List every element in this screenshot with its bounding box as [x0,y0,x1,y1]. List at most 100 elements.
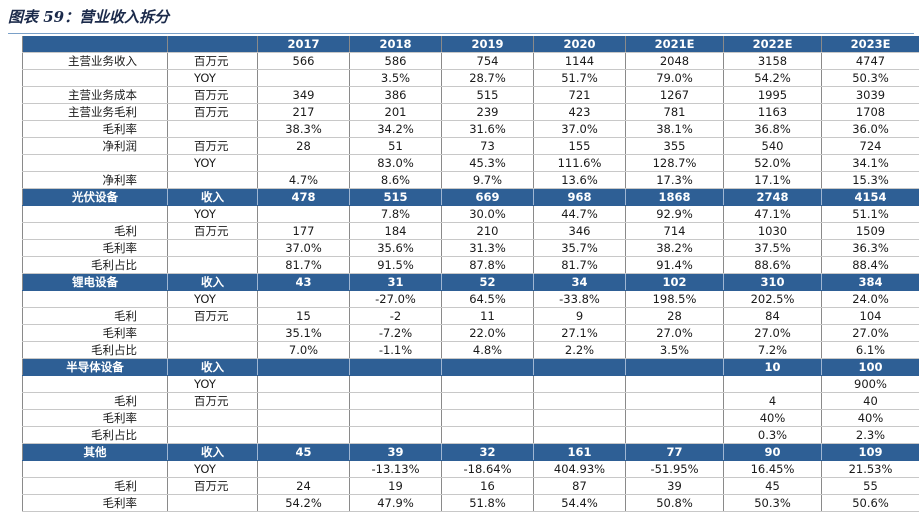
row-label: 毛利率 [22,239,168,257]
value-cell: 17.1% [723,171,822,189]
value-cell: 28 [625,307,724,325]
segment-header-row: 锂电设备 收入 43 31 52 34 102 310 384 [22,273,919,291]
value-cell: 36.3% [821,239,919,257]
value-cell [625,426,724,444]
value-cell: 669 [441,188,534,206]
value-cell: -18.64% [441,460,534,478]
table-row: 主营业务成本 百万元 349 386 515 721 1267 1995 3039 [22,86,919,104]
table-row: 主营业务收入 百万元 566 586 754 1144 2048 3158 4747 [22,52,919,70]
value-cell: 184 [349,222,442,240]
value-cell: 27.0% [625,324,724,342]
table-row: 毛利 百万元 15 -2 11 9 28 84 104 [22,307,919,325]
value-cell: 88.4% [821,256,919,274]
value-cell: 55 [821,477,919,495]
value-cell: 51.8% [441,494,534,512]
row-label: 毛利 [22,307,168,325]
column-header: 2022E [723,36,822,53]
value-cell: 9 [533,307,626,325]
value-cell: 77 [625,443,724,461]
value-cell: 45 [723,477,822,495]
value-cell: 87 [533,477,626,495]
unit-cell: 百万元 [167,392,258,410]
value-cell: 515 [349,188,442,206]
row-label: 锂电设备 [22,273,168,291]
value-cell: 51.7% [533,69,626,87]
value-cell: 54.4% [533,494,626,512]
value-cell: 1509 [821,222,919,240]
value-cell [257,409,350,427]
value-cell: 16.45% [723,460,822,478]
unit-cell: YOY [167,290,258,308]
value-cell: 1144 [533,52,626,70]
value-cell: 3.5% [349,69,442,87]
value-cell: 83.0% [349,154,442,172]
value-cell: 2.2% [533,341,626,359]
value-cell: 13.6% [533,171,626,189]
value-cell: 47.1% [723,205,822,223]
table-row: 毛利占比 7.0% -1.1% 4.8% 2.2% 3.5% 7.2% 6.1% [22,341,919,359]
value-cell: 50.8% [625,494,724,512]
table-row: 主营业务毛利 百万元 217 201 239 423 781 1163 1708 [22,103,919,121]
value-cell: 50.3% [723,494,822,512]
value-cell [257,392,350,410]
value-cell: 21.53% [821,460,919,478]
table-row: 毛利 百万元 4 40 [22,392,919,410]
value-cell: 50.3% [821,69,919,87]
value-cell: 19 [349,477,442,495]
table-row: 毛利率 40% 40% [22,409,919,427]
value-cell: 50.6% [821,494,919,512]
unit-cell [167,494,258,512]
value-cell: 4.8% [441,341,534,359]
value-cell [257,205,350,223]
value-cell: 87.8% [441,256,534,274]
value-cell [441,392,534,410]
value-cell: 111.6% [533,154,626,172]
unit-cell [167,239,258,257]
value-cell: 15 [257,307,350,325]
value-cell: 31 [349,273,442,291]
row-label: 净利率 [22,171,168,189]
value-cell: 210 [441,222,534,240]
value-cell: 27.0% [723,324,822,342]
value-cell: 386 [349,86,442,104]
unit-cell [167,426,258,444]
row-label: 半导体设备 [22,358,168,376]
value-cell: 7.2% [723,341,822,359]
value-cell [533,375,626,393]
value-cell: 109 [821,443,919,461]
value-cell [257,290,350,308]
value-cell: 177 [257,222,350,240]
value-cell [349,426,442,444]
value-cell: 7.8% [349,205,442,223]
table-row: YOY 83.0% 45.3% 111.6% 128.7% 52.0% 34.1% [22,154,919,172]
value-cell: 36.0% [821,120,919,138]
value-cell: -7.2% [349,324,442,342]
value-cell: 11 [441,307,534,325]
value-cell: 52.0% [723,154,822,172]
value-cell: -51.95% [625,460,724,478]
unit-cell [167,256,258,274]
column-header [167,36,258,53]
value-cell: 44.7% [533,205,626,223]
value-cell: 3158 [723,52,822,70]
unit-cell: 百万元 [167,477,258,495]
table-row: 毛利率 54.2% 47.9% 51.8% 54.4% 50.8% 50.3% 50.6% [22,494,919,512]
value-cell: 2048 [625,52,724,70]
value-cell: 1708 [821,103,919,121]
value-cell: 155 [533,137,626,155]
unit-cell: 百万元 [167,103,258,121]
unit-cell [167,341,258,359]
value-cell: 540 [723,137,822,155]
value-cell [349,409,442,427]
value-cell [441,358,534,376]
column-header: 2019 [441,36,534,53]
value-cell: 40% [723,409,822,427]
row-label [22,290,168,308]
value-cell: 24 [257,477,350,495]
value-cell: 102 [625,273,724,291]
column-header: 2021E [625,36,724,53]
value-cell: 79.0% [625,69,724,87]
value-cell [441,375,534,393]
row-label: 毛利率 [22,494,168,512]
row-label: 毛利率 [22,120,168,138]
